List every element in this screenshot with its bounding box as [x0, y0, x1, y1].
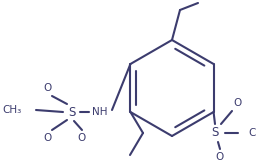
Text: CH₃: CH₃: [3, 105, 22, 115]
Text: Cl: Cl: [248, 128, 256, 138]
Text: S: S: [68, 105, 76, 118]
Text: S: S: [211, 127, 219, 139]
Text: O: O: [43, 83, 51, 93]
Text: NH: NH: [92, 107, 108, 117]
Text: O: O: [216, 152, 224, 162]
Text: O: O: [78, 133, 86, 143]
Text: O: O: [233, 98, 241, 108]
Text: O: O: [43, 133, 51, 143]
